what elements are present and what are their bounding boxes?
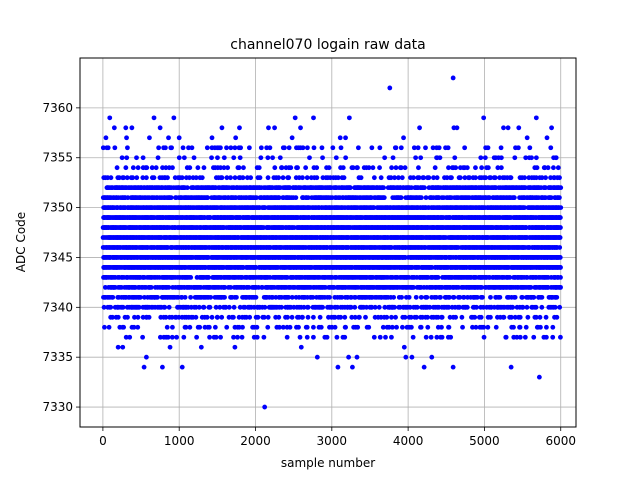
data-point xyxy=(422,185,427,190)
data-point xyxy=(306,305,311,310)
data-point xyxy=(414,295,419,300)
data-point xyxy=(206,275,211,280)
data-point xyxy=(234,295,239,300)
data-point xyxy=(293,195,298,200)
data-point xyxy=(232,305,237,310)
data-point xyxy=(534,305,539,310)
data-point xyxy=(121,305,126,310)
data-point xyxy=(510,305,515,310)
data-point xyxy=(149,285,154,290)
data-point xyxy=(205,195,210,200)
data-point xyxy=(188,275,193,280)
data-point xyxy=(155,295,160,300)
data-point xyxy=(110,295,115,300)
data-point xyxy=(399,295,404,300)
data-point xyxy=(327,295,332,300)
data-point xyxy=(392,305,397,310)
data-point xyxy=(525,305,530,310)
data-point xyxy=(540,295,545,300)
data-point xyxy=(263,305,268,310)
data-point xyxy=(480,295,485,300)
data-point xyxy=(512,195,517,200)
data-point xyxy=(381,185,386,190)
data-point xyxy=(488,295,493,300)
data-point xyxy=(227,305,232,310)
data-point xyxy=(162,305,167,310)
data-point xyxy=(185,185,190,190)
data-point xyxy=(254,295,259,300)
data-point xyxy=(424,295,429,300)
data-point xyxy=(531,295,536,300)
data-point xyxy=(438,295,443,300)
data-point xyxy=(167,305,172,310)
data-point xyxy=(188,295,193,300)
data-point xyxy=(415,305,420,310)
data-point xyxy=(208,305,213,310)
data-point xyxy=(520,295,525,300)
data-point xyxy=(497,295,502,300)
data-point xyxy=(465,305,470,310)
data-point xyxy=(183,295,188,300)
data-point xyxy=(108,305,113,310)
data-point xyxy=(169,195,174,200)
data-point xyxy=(391,295,396,300)
data-point xyxy=(399,195,404,200)
data-point xyxy=(279,305,284,310)
data-point xyxy=(539,305,544,310)
data-point xyxy=(352,305,357,310)
data-point xyxy=(222,295,227,300)
data-point xyxy=(474,305,479,310)
data-point xyxy=(377,305,382,310)
data-point xyxy=(407,295,412,300)
data-point xyxy=(208,295,213,300)
data-point xyxy=(382,195,387,200)
data-point xyxy=(419,195,424,200)
data-point xyxy=(452,295,457,300)
data-point xyxy=(202,305,207,310)
data-point xyxy=(436,275,441,280)
data-point xyxy=(320,305,325,310)
data-point xyxy=(348,185,353,190)
data-point xyxy=(419,295,424,300)
data-point xyxy=(513,295,518,300)
